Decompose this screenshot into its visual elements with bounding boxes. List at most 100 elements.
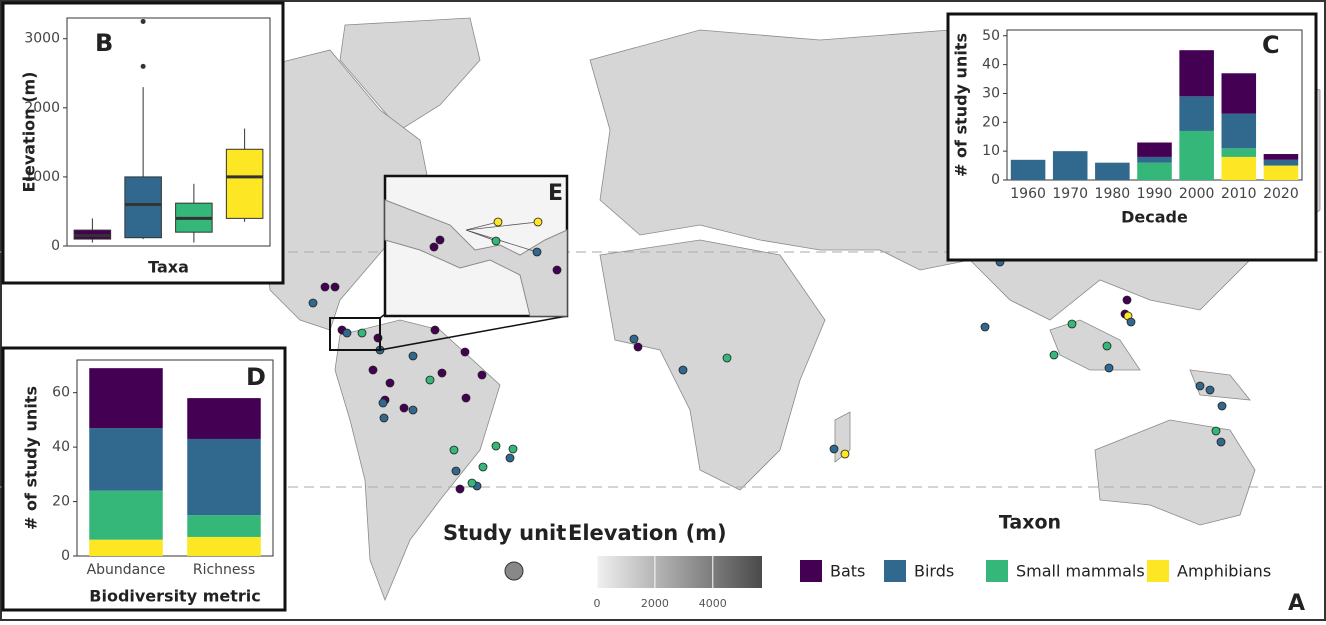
study-unit-point — [438, 369, 446, 377]
study-unit-point — [553, 266, 561, 274]
y-tick-label: 0 — [51, 238, 60, 254]
bar-segment — [1179, 50, 1214, 96]
bar-segment — [1137, 163, 1172, 180]
legend-swatch — [884, 560, 906, 582]
study-unit-point — [630, 335, 638, 343]
study-unit-point — [369, 366, 377, 374]
study-unit-point — [534, 218, 542, 226]
x-axis-label: Taxa — [148, 258, 189, 277]
study-unit-point — [450, 446, 458, 454]
bar-segment — [89, 540, 163, 556]
x-tick-label: 1970 — [1052, 186, 1088, 202]
figure: E A Study unit Elevation (m) 01000200030… — [0, 0, 1326, 621]
y-tick-label: 40 — [982, 57, 1000, 73]
panel-letter: B — [95, 29, 113, 57]
bar-segment — [1179, 96, 1214, 131]
bar-segment — [1264, 166, 1299, 180]
study-unit-point — [386, 379, 394, 387]
colorbar-tick-label: 4000 — [699, 597, 727, 610]
bar-segment — [187, 537, 261, 556]
panel-letter: C — [1262, 31, 1280, 59]
study-unit-point — [679, 366, 687, 374]
box — [226, 149, 263, 218]
x-tick-label: 2010 — [1221, 186, 1257, 202]
bar-segment — [89, 491, 163, 540]
study-unit-point — [1068, 320, 1076, 328]
study-unit-point — [479, 463, 487, 471]
outlier — [141, 19, 146, 24]
bar-segment — [1222, 157, 1257, 180]
y-tick-label: 60 — [52, 385, 70, 401]
bar-segment — [1053, 151, 1088, 180]
study-unit-point — [830, 445, 838, 453]
study-unit-point — [494, 218, 502, 226]
study-unit-point — [321, 283, 329, 291]
y-tick-label: 30 — [982, 85, 1000, 101]
x-tick-label: 2020 — [1263, 186, 1299, 202]
study-unit-point — [1050, 351, 1058, 359]
legend-label: Small mammals — [1016, 562, 1145, 581]
y-tick-label: 40 — [52, 439, 70, 455]
study-unit-point — [1103, 342, 1111, 350]
study-unit-point — [492, 442, 500, 450]
study-unit-point — [1218, 402, 1226, 410]
study-unit-point — [492, 237, 500, 245]
study-unit-point — [409, 352, 417, 360]
legend-swatch — [800, 560, 822, 582]
y-tick-label: 20 — [52, 494, 70, 510]
legend-title: Taxon — [999, 512, 1061, 534]
bar-segment — [1137, 157, 1172, 163]
x-tick-label: 1980 — [1095, 186, 1131, 202]
x-tick-label: Abundance — [87, 562, 166, 578]
panel-letter: A — [1288, 591, 1305, 616]
study-unit-point — [461, 348, 469, 356]
legend-label: Amphibians — [1177, 562, 1271, 581]
outlier — [141, 64, 146, 69]
y-axis-label: # of study units — [952, 33, 971, 177]
legend-swatch — [986, 560, 1008, 582]
colorbar-tick-label: 2000 — [641, 597, 669, 610]
study-unit-point — [452, 467, 460, 475]
study-unit-point — [409, 406, 417, 414]
study-unit-point — [1212, 427, 1220, 435]
bar-segment — [1264, 154, 1299, 160]
study-unit-point — [1196, 382, 1204, 390]
bar-segment — [187, 398, 261, 439]
legend-label: Birds — [914, 562, 954, 581]
y-axis-label: # of study units — [22, 386, 41, 530]
x-axis-label: Biodiversity metric — [89, 587, 260, 606]
study-unit-point — [462, 394, 470, 402]
panel-letter: D — [246, 363, 266, 391]
study-unit-point — [981, 323, 989, 331]
study-unit-point — [379, 399, 387, 407]
study-unit-point — [1123, 296, 1131, 304]
y-tick-label: 0 — [991, 172, 1000, 188]
study-unit-point — [723, 354, 731, 362]
study-unit-point — [509, 445, 517, 453]
study-unit-point — [533, 248, 541, 256]
study-unit-point — [468, 479, 476, 487]
study-unit-point — [380, 414, 388, 422]
study-unit-point — [1217, 438, 1225, 446]
bar-segment — [89, 368, 163, 428]
study-unit-point — [506, 454, 514, 462]
y-tick-label: 50 — [982, 28, 1000, 44]
colorbar — [597, 556, 762, 588]
legend-label: Bats — [830, 562, 865, 581]
bar-segment — [187, 439, 261, 515]
bar-segment — [1179, 131, 1214, 180]
y-tick-label: 3000 — [24, 31, 60, 47]
study-unit-point — [841, 450, 849, 458]
study-unit-point — [1206, 386, 1214, 394]
x-tick-label: 1960 — [1010, 186, 1046, 202]
size-legend-title: Study unit — [443, 521, 566, 545]
y-tick-label: 0 — [61, 548, 70, 564]
study-unit-point — [331, 283, 339, 291]
study-unit-point — [431, 326, 439, 334]
legend-swatch — [1147, 560, 1169, 582]
bar-segment — [1222, 73, 1257, 113]
study-unit-point — [343, 329, 351, 337]
study-unit-point — [430, 243, 438, 251]
bar-segment — [1222, 148, 1257, 157]
bar-segment — [1137, 143, 1172, 157]
